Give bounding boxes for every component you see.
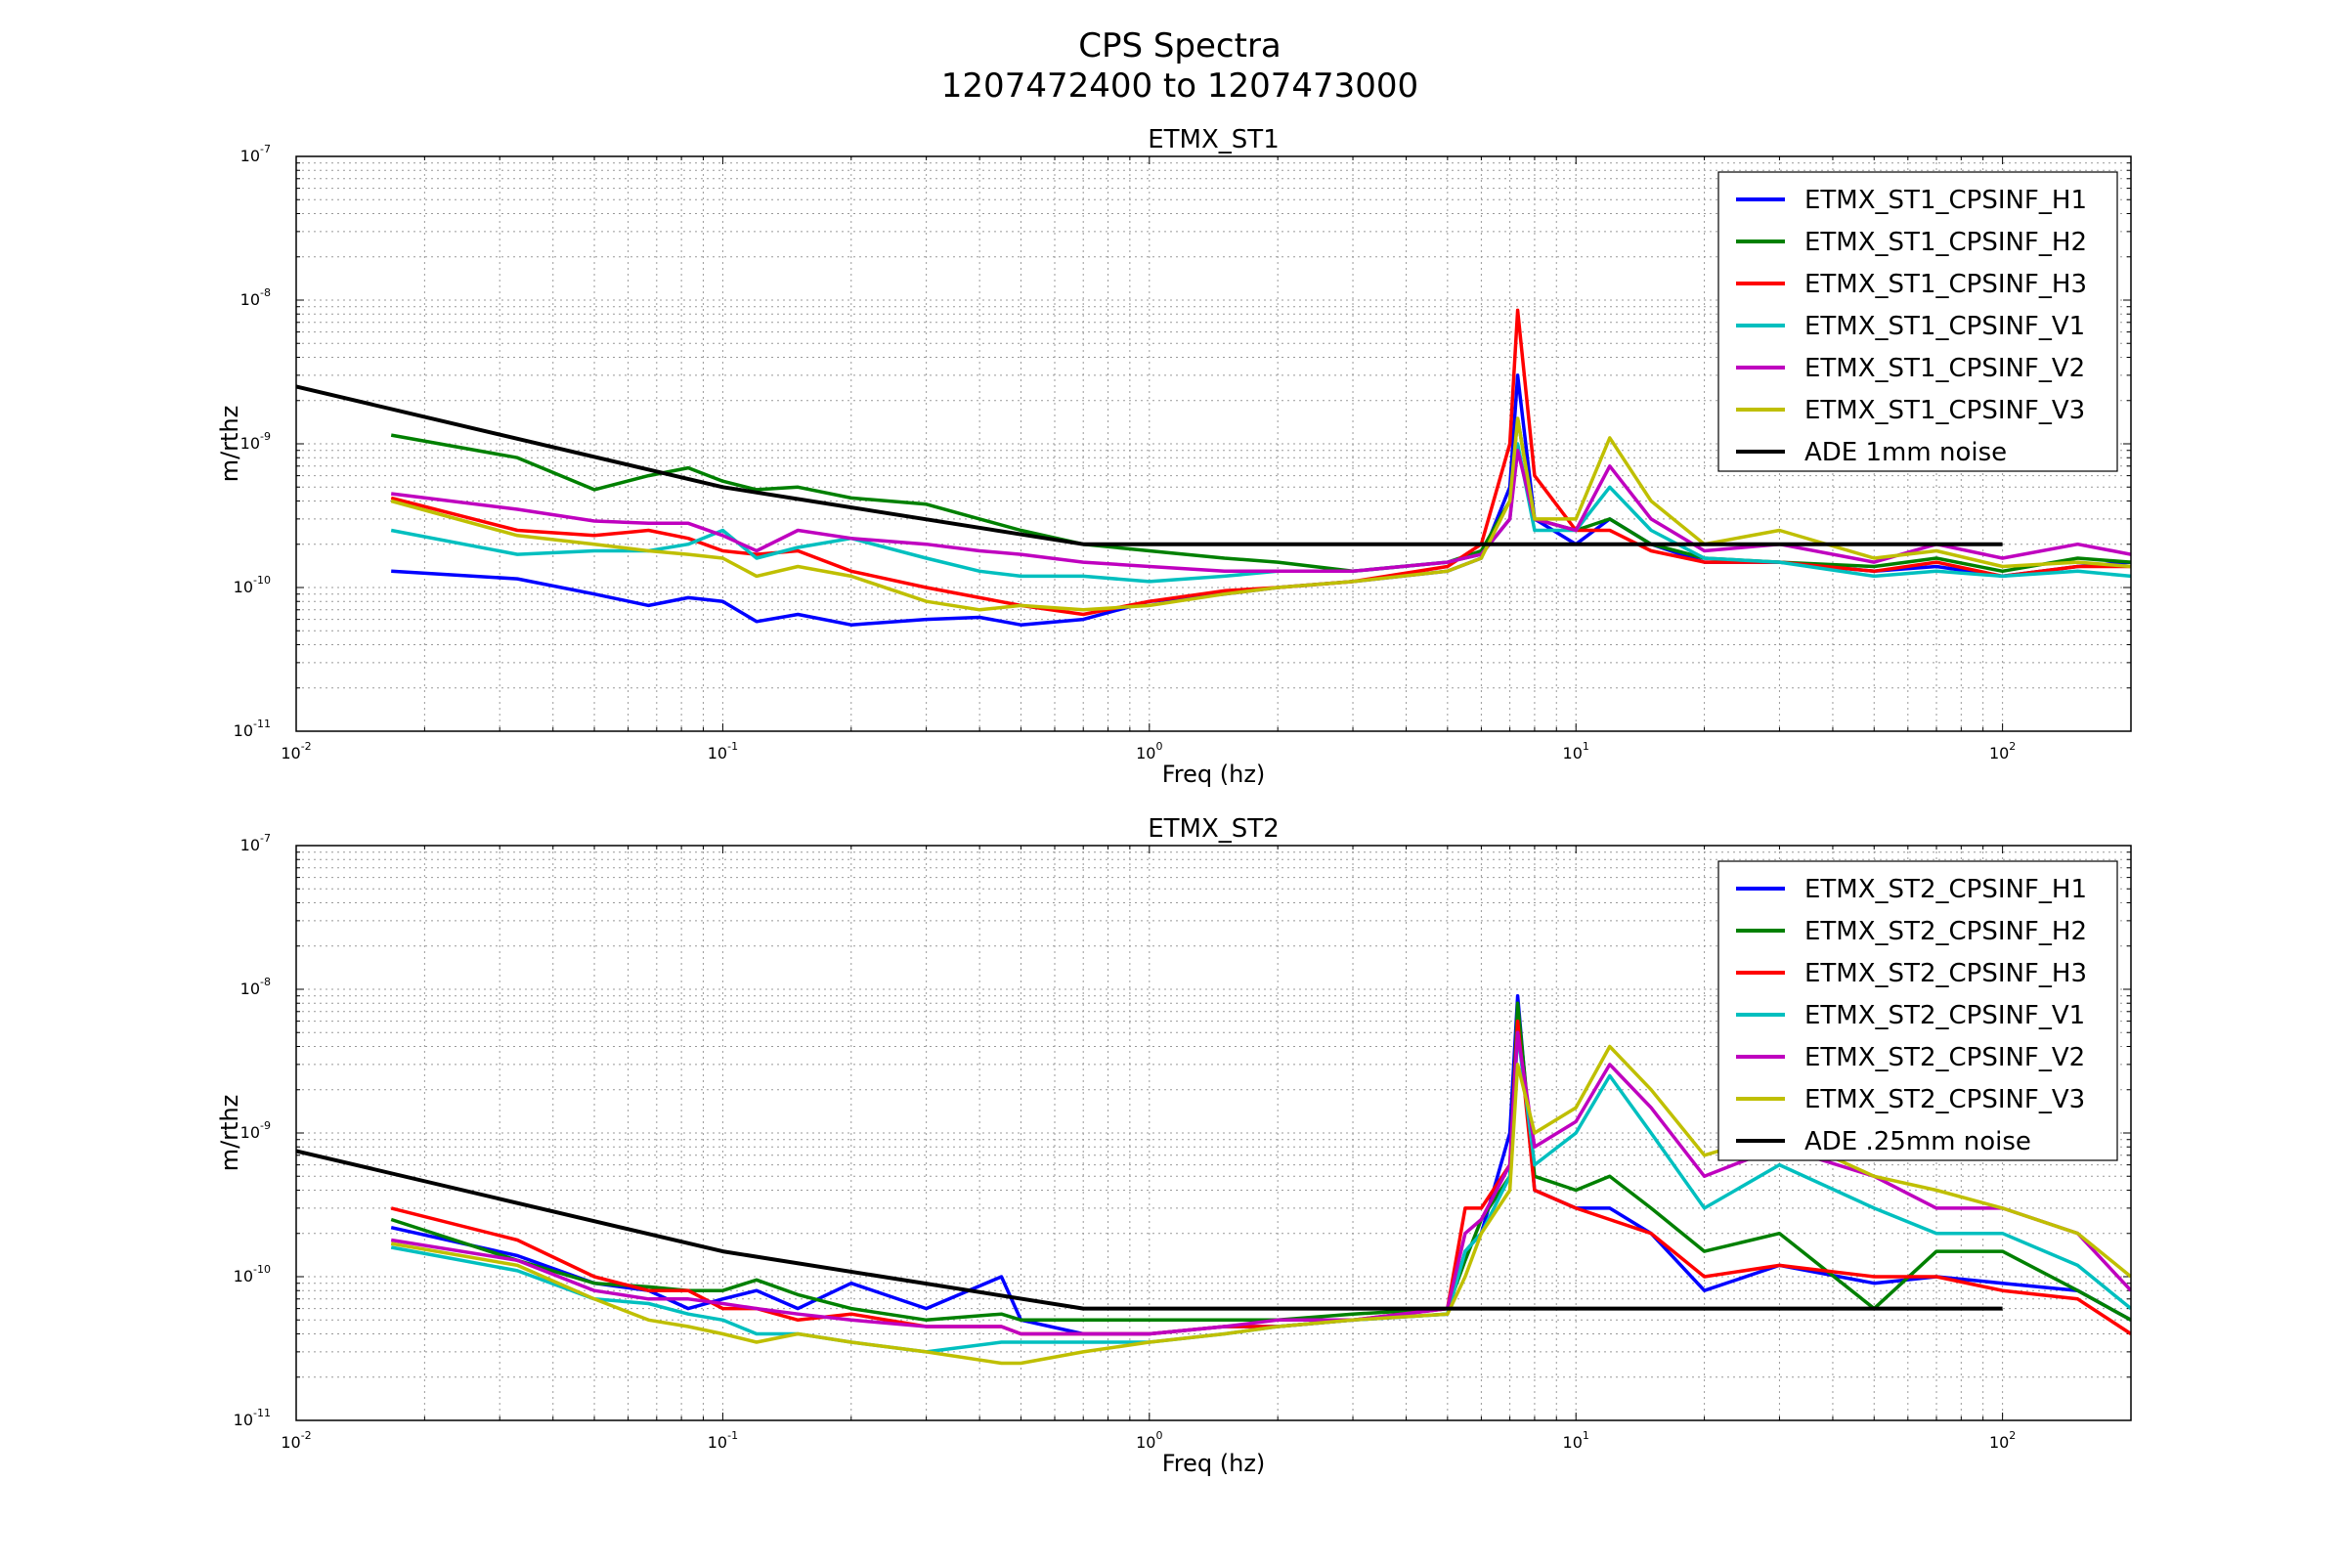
legend-label: ETMX_ST1_CPSINF_V3 bbox=[1804, 396, 2085, 425]
x-tick-label: 102 bbox=[1989, 1429, 2016, 1452]
y-tick-label: 10-7 bbox=[240, 832, 271, 854]
legend-label: ETMX_ST1_CPSINF_V1 bbox=[1804, 312, 2085, 341]
y-tick-label: 10-7 bbox=[240, 143, 271, 165]
x-tick-label: 10-2 bbox=[281, 740, 311, 762]
legend-label: ETMX_ST2_CPSINF_V3 bbox=[1804, 1085, 2085, 1114]
series-group bbox=[296, 993, 2131, 1366]
x-tick-label: 10-1 bbox=[708, 740, 738, 762]
y-tick-label: 10-9 bbox=[240, 1119, 271, 1142]
plot-title: ETMX_ST1 bbox=[1148, 125, 1279, 154]
x-tick-label: 101 bbox=[1563, 1429, 1589, 1452]
legend-label: ETMX_ST1_CPSINF_H1 bbox=[1804, 186, 2087, 215]
y-tick-label: 10-8 bbox=[240, 286, 271, 309]
x-tick-label: 101 bbox=[1563, 740, 1589, 762]
x-tick-label: 100 bbox=[1136, 1429, 1162, 1452]
legend-label: ETMX_ST1_CPSINF_H3 bbox=[1804, 270, 2087, 299]
legend: ETMX_ST2_CPSINF_H1 ETMX_ST2_CPSINF_H2 ETMX… bbox=[1717, 860, 2118, 1161]
axes-frame bbox=[295, 845, 2132, 1421]
series-line-7 bbox=[296, 1149, 2003, 1311]
figure-subtitle: 1207472400 to 1207473000 bbox=[941, 66, 1418, 106]
x-axis-label: Freq (hz) bbox=[1162, 761, 1266, 788]
y-tick-label: 10-11 bbox=[234, 1407, 271, 1429]
legend: ETMX_ST1_CPSINF_H1 ETMX_ST1_CPSINF_H2 ETMX… bbox=[1717, 171, 2118, 472]
y-axis-label: m/rthz bbox=[216, 406, 243, 483]
legend-frame bbox=[1717, 860, 2118, 1161]
x-tick-label: 10-1 bbox=[708, 1429, 738, 1452]
x-axis-label: Freq (hz) bbox=[1162, 1450, 1266, 1477]
y-tick-label: 10-8 bbox=[240, 976, 271, 998]
figure-title: CPS Spectra bbox=[1078, 26, 1282, 65]
y-tick-label: 10-10 bbox=[234, 574, 271, 596]
series-line-7 bbox=[296, 384, 2003, 546]
legend-label: ETMX_ST1_CPSINF_V2 bbox=[1804, 354, 2085, 383]
axes-frame bbox=[295, 155, 2132, 732]
legend-label: ADE 1mm noise bbox=[1804, 438, 2007, 467]
y-tick-label: 10-11 bbox=[234, 718, 271, 740]
legend-frame bbox=[1717, 171, 2118, 472]
legend-label: ETMX_ST2_CPSINF_V2 bbox=[1804, 1043, 2085, 1072]
series-group bbox=[296, 308, 2131, 627]
y-tick-label: 10-9 bbox=[240, 430, 271, 453]
y-tick-label: 10-10 bbox=[234, 1263, 271, 1285]
legend-label: ETMX_ST2_CPSINF_H3 bbox=[1804, 959, 2087, 988]
plot-etmx-st2: 10-2 10-1 100 101 102 10-11 10-10 10-9 10-8 10-7 E… bbox=[216, 814, 2132, 1477]
plot-title: ETMX_ST2 bbox=[1148, 814, 1279, 844]
x-tick-label: 100 bbox=[1136, 740, 1162, 762]
legend-label: ETMX_ST2_CPSINF_H1 bbox=[1804, 875, 2087, 904]
plot-etmx-st1: 10-2 10-1 100 101 102 10-11 10-10 10-9 10-8 10-7 E… bbox=[216, 125, 2132, 788]
legend-label: ADE .25mm noise bbox=[1804, 1127, 2031, 1156]
legend-label: ETMX_ST1_CPSINF_H2 bbox=[1804, 228, 2087, 257]
legend-label: ETMX_ST2_CPSINF_V1 bbox=[1804, 1001, 2085, 1030]
series-line-6 bbox=[390, 416, 2131, 612]
x-tick-label: 10-2 bbox=[281, 1429, 311, 1452]
x-tick-label: 102 bbox=[1989, 740, 2016, 762]
series-line-2 bbox=[390, 1001, 2131, 1323]
y-axis-label: m/rthz bbox=[216, 1095, 243, 1172]
legend-label: ETMX_ST2_CPSINF_H2 bbox=[1804, 917, 2087, 946]
